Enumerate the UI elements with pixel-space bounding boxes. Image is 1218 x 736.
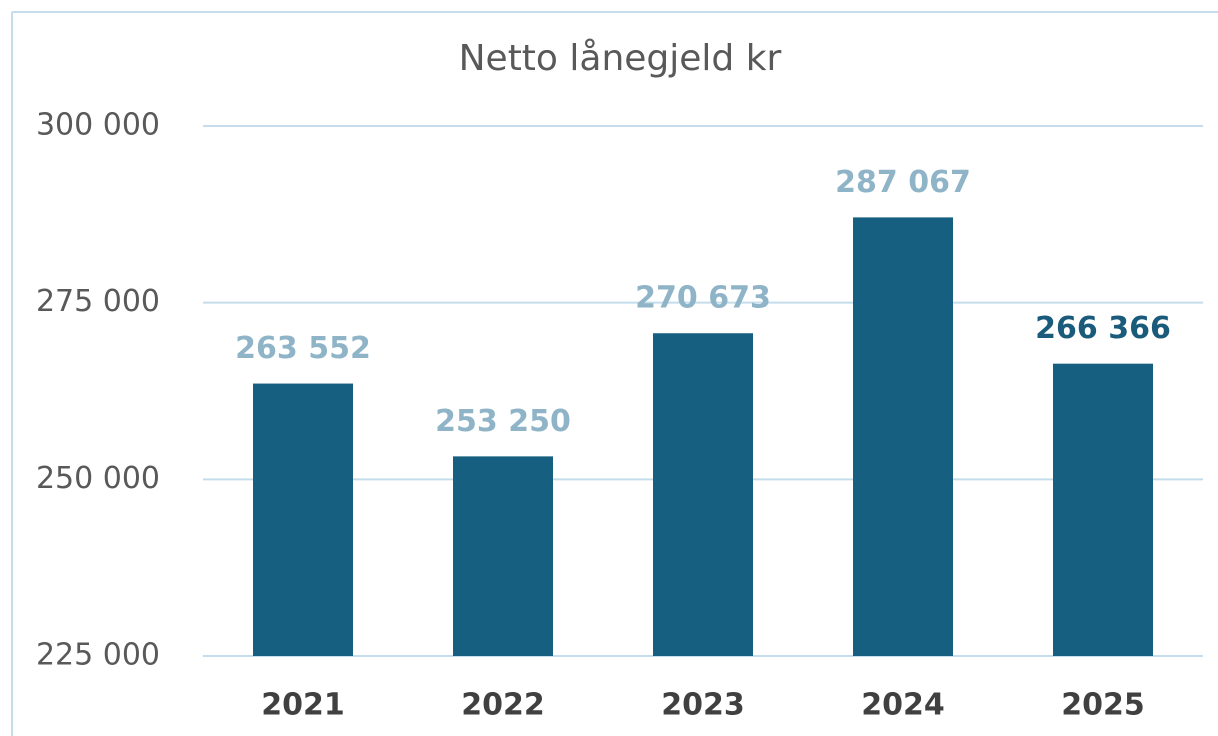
- y-tick-label: 225 000: [36, 638, 160, 673]
- bar: [853, 217, 953, 657]
- bar: [1053, 363, 1153, 656]
- bar: [653, 333, 753, 656]
- x-tick-label: 2023: [661, 688, 745, 723]
- chart-title: Netto lånegjeld kr: [459, 38, 782, 79]
- y-tick-label: 275 000: [36, 284, 160, 319]
- x-tick-label: 2024: [861, 688, 945, 723]
- bar: [453, 456, 553, 656]
- value-label: 253 250: [435, 404, 571, 439]
- x-tick-label: 2025: [1061, 688, 1145, 723]
- value-label: 287 067: [835, 165, 971, 200]
- y-tick-label: 250 000: [36, 461, 160, 496]
- value-label: 266 366: [1035, 311, 1171, 346]
- value-label: 263 552: [235, 331, 371, 366]
- y-tick-label: 300 000: [36, 108, 160, 143]
- x-tick-label: 2021: [261, 688, 345, 723]
- bar: [253, 383, 353, 656]
- value-label: 270 673: [635, 281, 771, 316]
- x-tick-label: 2022: [461, 688, 545, 723]
